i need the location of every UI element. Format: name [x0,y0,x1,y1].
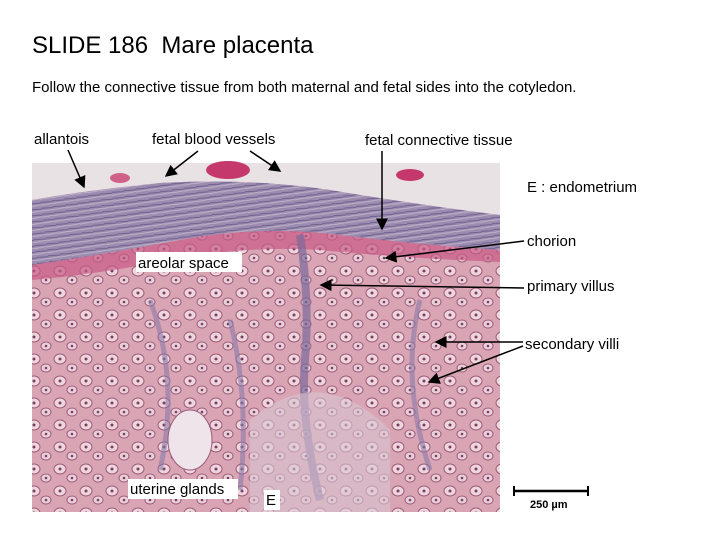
scale-bar: 250 µm [513,486,589,511]
scale-label: 250 µm [530,499,568,511]
arrows [67,149,525,384]
label: E : endometrium [527,179,637,196]
label: E [266,492,276,509]
label: uterine glands [130,481,224,498]
label: allantois [34,131,89,148]
label: chorion [527,233,576,250]
label-background [128,479,238,499]
label: areolar space [138,255,229,272]
micrograph [32,161,500,512]
label: fetal connective tissue [365,132,513,149]
title: SLIDE 186 Mare placenta [32,32,314,59]
label-background [136,252,242,272]
label: secondary villi [525,336,619,353]
label-background [264,490,280,510]
subtitle: Follow the connective tissue from both m… [32,79,576,96]
label: primary villus [527,278,615,295]
label: fetal blood vessels [152,131,275,148]
